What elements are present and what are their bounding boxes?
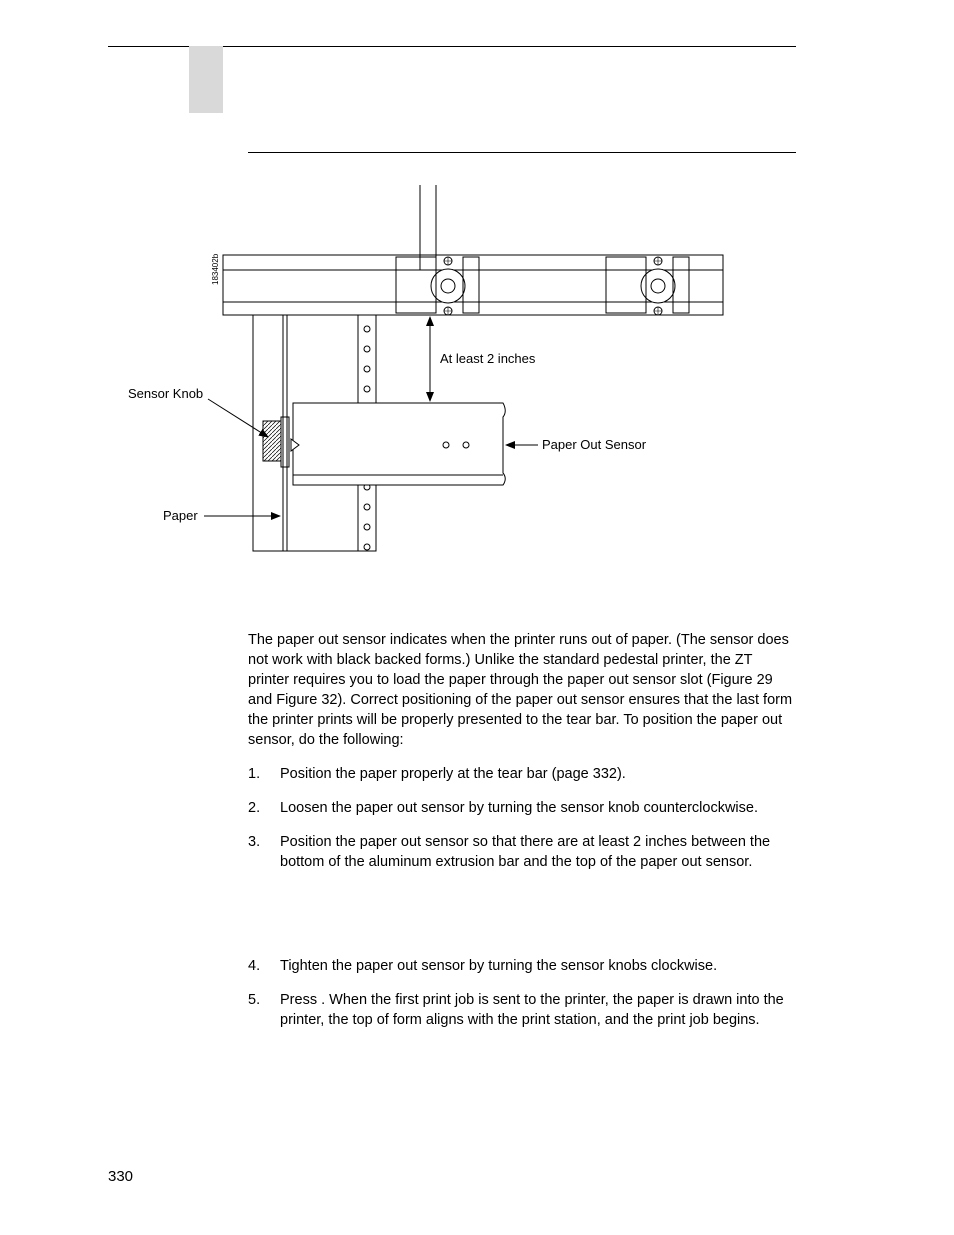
page-number: 330 <box>108 1168 133 1185</box>
diagram-id-code: 183402b <box>211 253 220 285</box>
intro-paragraph: The paper out sensor indicates when the … <box>248 630 796 750</box>
paper-out-sensor-label: Paper Out Sensor <box>542 437 647 452</box>
step-item: 4.Tighten the paper out sensor by turnin… <box>248 956 796 976</box>
step-list: 1.Position the paper properly at the tea… <box>248 764 796 1030</box>
at-least-2-inches-label: At least 2 inches <box>440 351 536 366</box>
page: 183402b At least 2 inches Sensor Knob Pa… <box>0 0 954 1235</box>
sub-rule <box>248 152 796 153</box>
paper-label: Paper <box>163 508 198 523</box>
step-item: 2.Loosen the paper out sensor by turning… <box>248 798 796 818</box>
paper-sensor-diagram: 183402b At least 2 inches Sensor Knob Pa… <box>108 185 796 575</box>
step-item: 3.Position the paper out sensor so that … <box>248 832 796 872</box>
section-tab <box>189 46 223 113</box>
body-text: The paper out sensor indicates when the … <box>248 630 796 1044</box>
sensor-knob-label: Sensor Knob <box>128 386 203 401</box>
step-item: 5.Press . When the first print job is se… <box>248 990 796 1030</box>
step-item: 1.Position the paper properly at the tea… <box>248 764 796 784</box>
